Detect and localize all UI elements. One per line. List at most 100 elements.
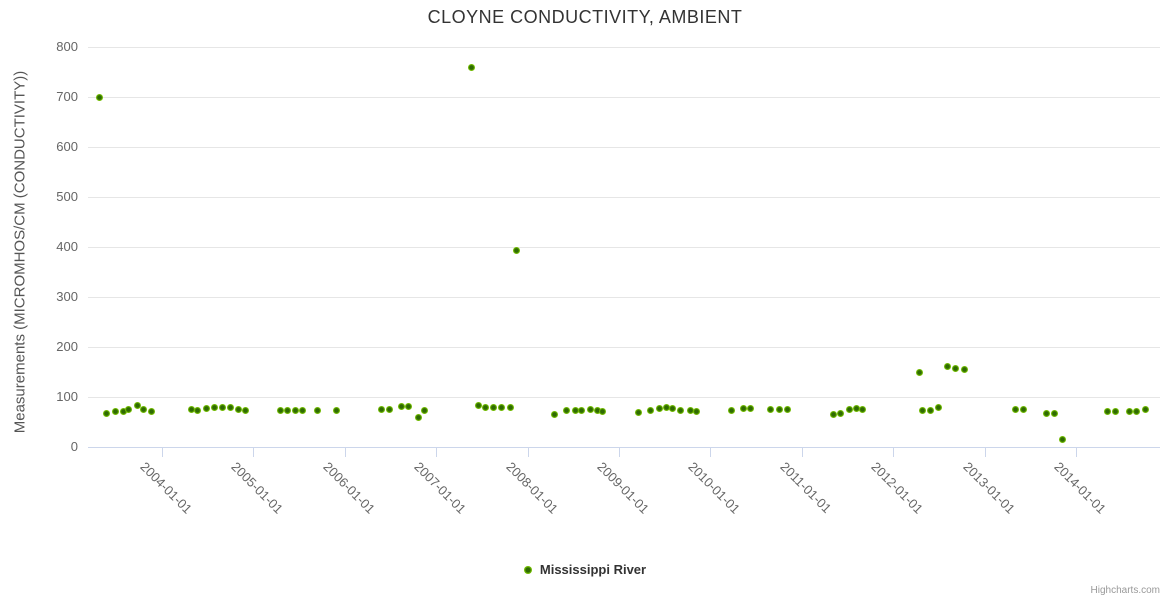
x-axis-label: 2014-01-01 xyxy=(1051,459,1110,517)
data-point[interactable] xyxy=(227,403,235,411)
data-point[interactable] xyxy=(943,362,951,370)
data-point[interactable] xyxy=(397,402,405,410)
x-axis-label: 2013-01-01 xyxy=(959,459,1018,517)
data-point[interactable] xyxy=(203,404,211,412)
y-axis-label: 200 xyxy=(56,339,78,354)
y-axis-label: 400 xyxy=(56,239,78,254)
x-axis-tick xyxy=(710,447,712,457)
data-point[interactable] xyxy=(405,402,413,410)
data-point[interactable] xyxy=(187,405,195,413)
data-point[interactable] xyxy=(571,407,579,414)
data-point[interactable] xyxy=(935,403,943,411)
data-point[interactable] xyxy=(837,409,845,417)
data-point[interactable] xyxy=(577,406,585,414)
grid-line xyxy=(88,47,1160,48)
data-point[interactable] xyxy=(1125,407,1133,415)
data-point[interactable] xyxy=(506,403,514,411)
x-axis-tick xyxy=(253,447,255,457)
data-point[interactable] xyxy=(829,410,837,418)
data-point[interactable] xyxy=(513,247,521,254)
data-point[interactable] xyxy=(1111,407,1119,415)
data-point[interactable] xyxy=(784,405,792,413)
data-point[interactable] xyxy=(853,404,861,412)
y-axis-label: 600 xyxy=(56,139,78,154)
legend: Mississippi River xyxy=(0,562,1170,577)
data-point[interactable] xyxy=(551,410,559,418)
data-point[interactable] xyxy=(927,406,935,414)
x-axis-tick xyxy=(162,447,163,457)
data-point[interactable] xyxy=(219,403,227,411)
x-axis-label: 2006-01-01 xyxy=(320,459,378,517)
legend-item-mississippi-river[interactable]: Mississippi River xyxy=(523,562,647,577)
data-point[interactable] xyxy=(242,406,250,414)
data-point[interactable] xyxy=(655,404,663,412)
credits-link[interactable]: Highcharts.com xyxy=(1090,585,1160,596)
data-point[interactable] xyxy=(235,405,243,413)
data-point[interactable] xyxy=(776,405,784,413)
x-axis-label: 2010-01-01 xyxy=(685,459,744,517)
data-point[interactable] xyxy=(728,406,736,414)
data-point[interactable] xyxy=(1020,405,1028,413)
x-axis-tick xyxy=(801,447,803,457)
data-point[interactable] xyxy=(662,403,670,411)
y-axis-label: 100 xyxy=(56,389,78,404)
x-axis-label: 2008-01-01 xyxy=(502,459,561,517)
grid-line xyxy=(88,97,1160,98)
data-point[interactable] xyxy=(692,407,700,415)
data-point[interactable] xyxy=(111,407,119,415)
data-point[interactable] xyxy=(468,63,476,71)
x-axis-label: 2004-01-01 xyxy=(137,459,196,517)
data-point[interactable] xyxy=(1142,405,1150,413)
data-point[interactable] xyxy=(211,403,219,411)
data-point[interactable] xyxy=(951,364,959,372)
data-point[interactable] xyxy=(133,401,141,409)
data-point[interactable] xyxy=(859,405,867,413)
data-point[interactable] xyxy=(421,406,429,414)
data-point[interactable] xyxy=(125,405,133,413)
data-point[interactable] xyxy=(646,406,654,414)
data-point[interactable] xyxy=(284,406,292,414)
data-point[interactable] xyxy=(148,407,156,415)
data-point[interactable] xyxy=(677,406,685,414)
data-point[interactable] xyxy=(669,404,677,412)
data-point[interactable] xyxy=(918,406,926,414)
data-point[interactable] xyxy=(194,406,202,414)
data-point[interactable] xyxy=(313,406,321,414)
data-point[interactable] xyxy=(140,405,148,413)
data-point[interactable] xyxy=(1058,436,1066,443)
data-point[interactable] xyxy=(1011,405,1019,413)
data-point[interactable] xyxy=(415,413,423,421)
data-point[interactable] xyxy=(1043,409,1051,417)
grid-line xyxy=(88,347,1160,348)
data-point[interactable] xyxy=(299,406,307,414)
grid-line xyxy=(88,247,1160,248)
data-point[interactable] xyxy=(385,405,393,413)
data-point[interactable] xyxy=(634,408,642,416)
data-point[interactable] xyxy=(961,365,968,373)
data-point[interactable] xyxy=(333,406,341,414)
data-point[interactable] xyxy=(102,409,110,417)
data-point[interactable] xyxy=(1133,407,1141,415)
data-point[interactable] xyxy=(276,406,284,414)
data-point[interactable] xyxy=(1051,409,1059,417)
data-point[interactable] xyxy=(482,403,490,411)
data-point[interactable] xyxy=(474,401,482,409)
data-point[interactable] xyxy=(119,407,127,415)
data-point[interactable] xyxy=(587,406,595,413)
legend-label: Mississippi River xyxy=(539,562,647,577)
data-point[interactable] xyxy=(378,405,386,413)
data-point[interactable] xyxy=(747,404,755,412)
data-point[interactable] xyxy=(291,406,299,414)
data-point[interactable] xyxy=(594,406,602,414)
data-point[interactable] xyxy=(490,403,498,411)
data-point[interactable] xyxy=(740,404,748,412)
data-point[interactable] xyxy=(916,368,924,376)
data-point[interactable] xyxy=(845,405,853,413)
data-point[interactable] xyxy=(767,405,775,413)
data-point[interactable] xyxy=(686,406,694,414)
data-point[interactable] xyxy=(95,93,103,101)
data-point[interactable] xyxy=(563,407,571,414)
data-point[interactable] xyxy=(1103,407,1111,415)
data-point[interactable] xyxy=(598,407,606,415)
data-point[interactable] xyxy=(498,403,506,411)
